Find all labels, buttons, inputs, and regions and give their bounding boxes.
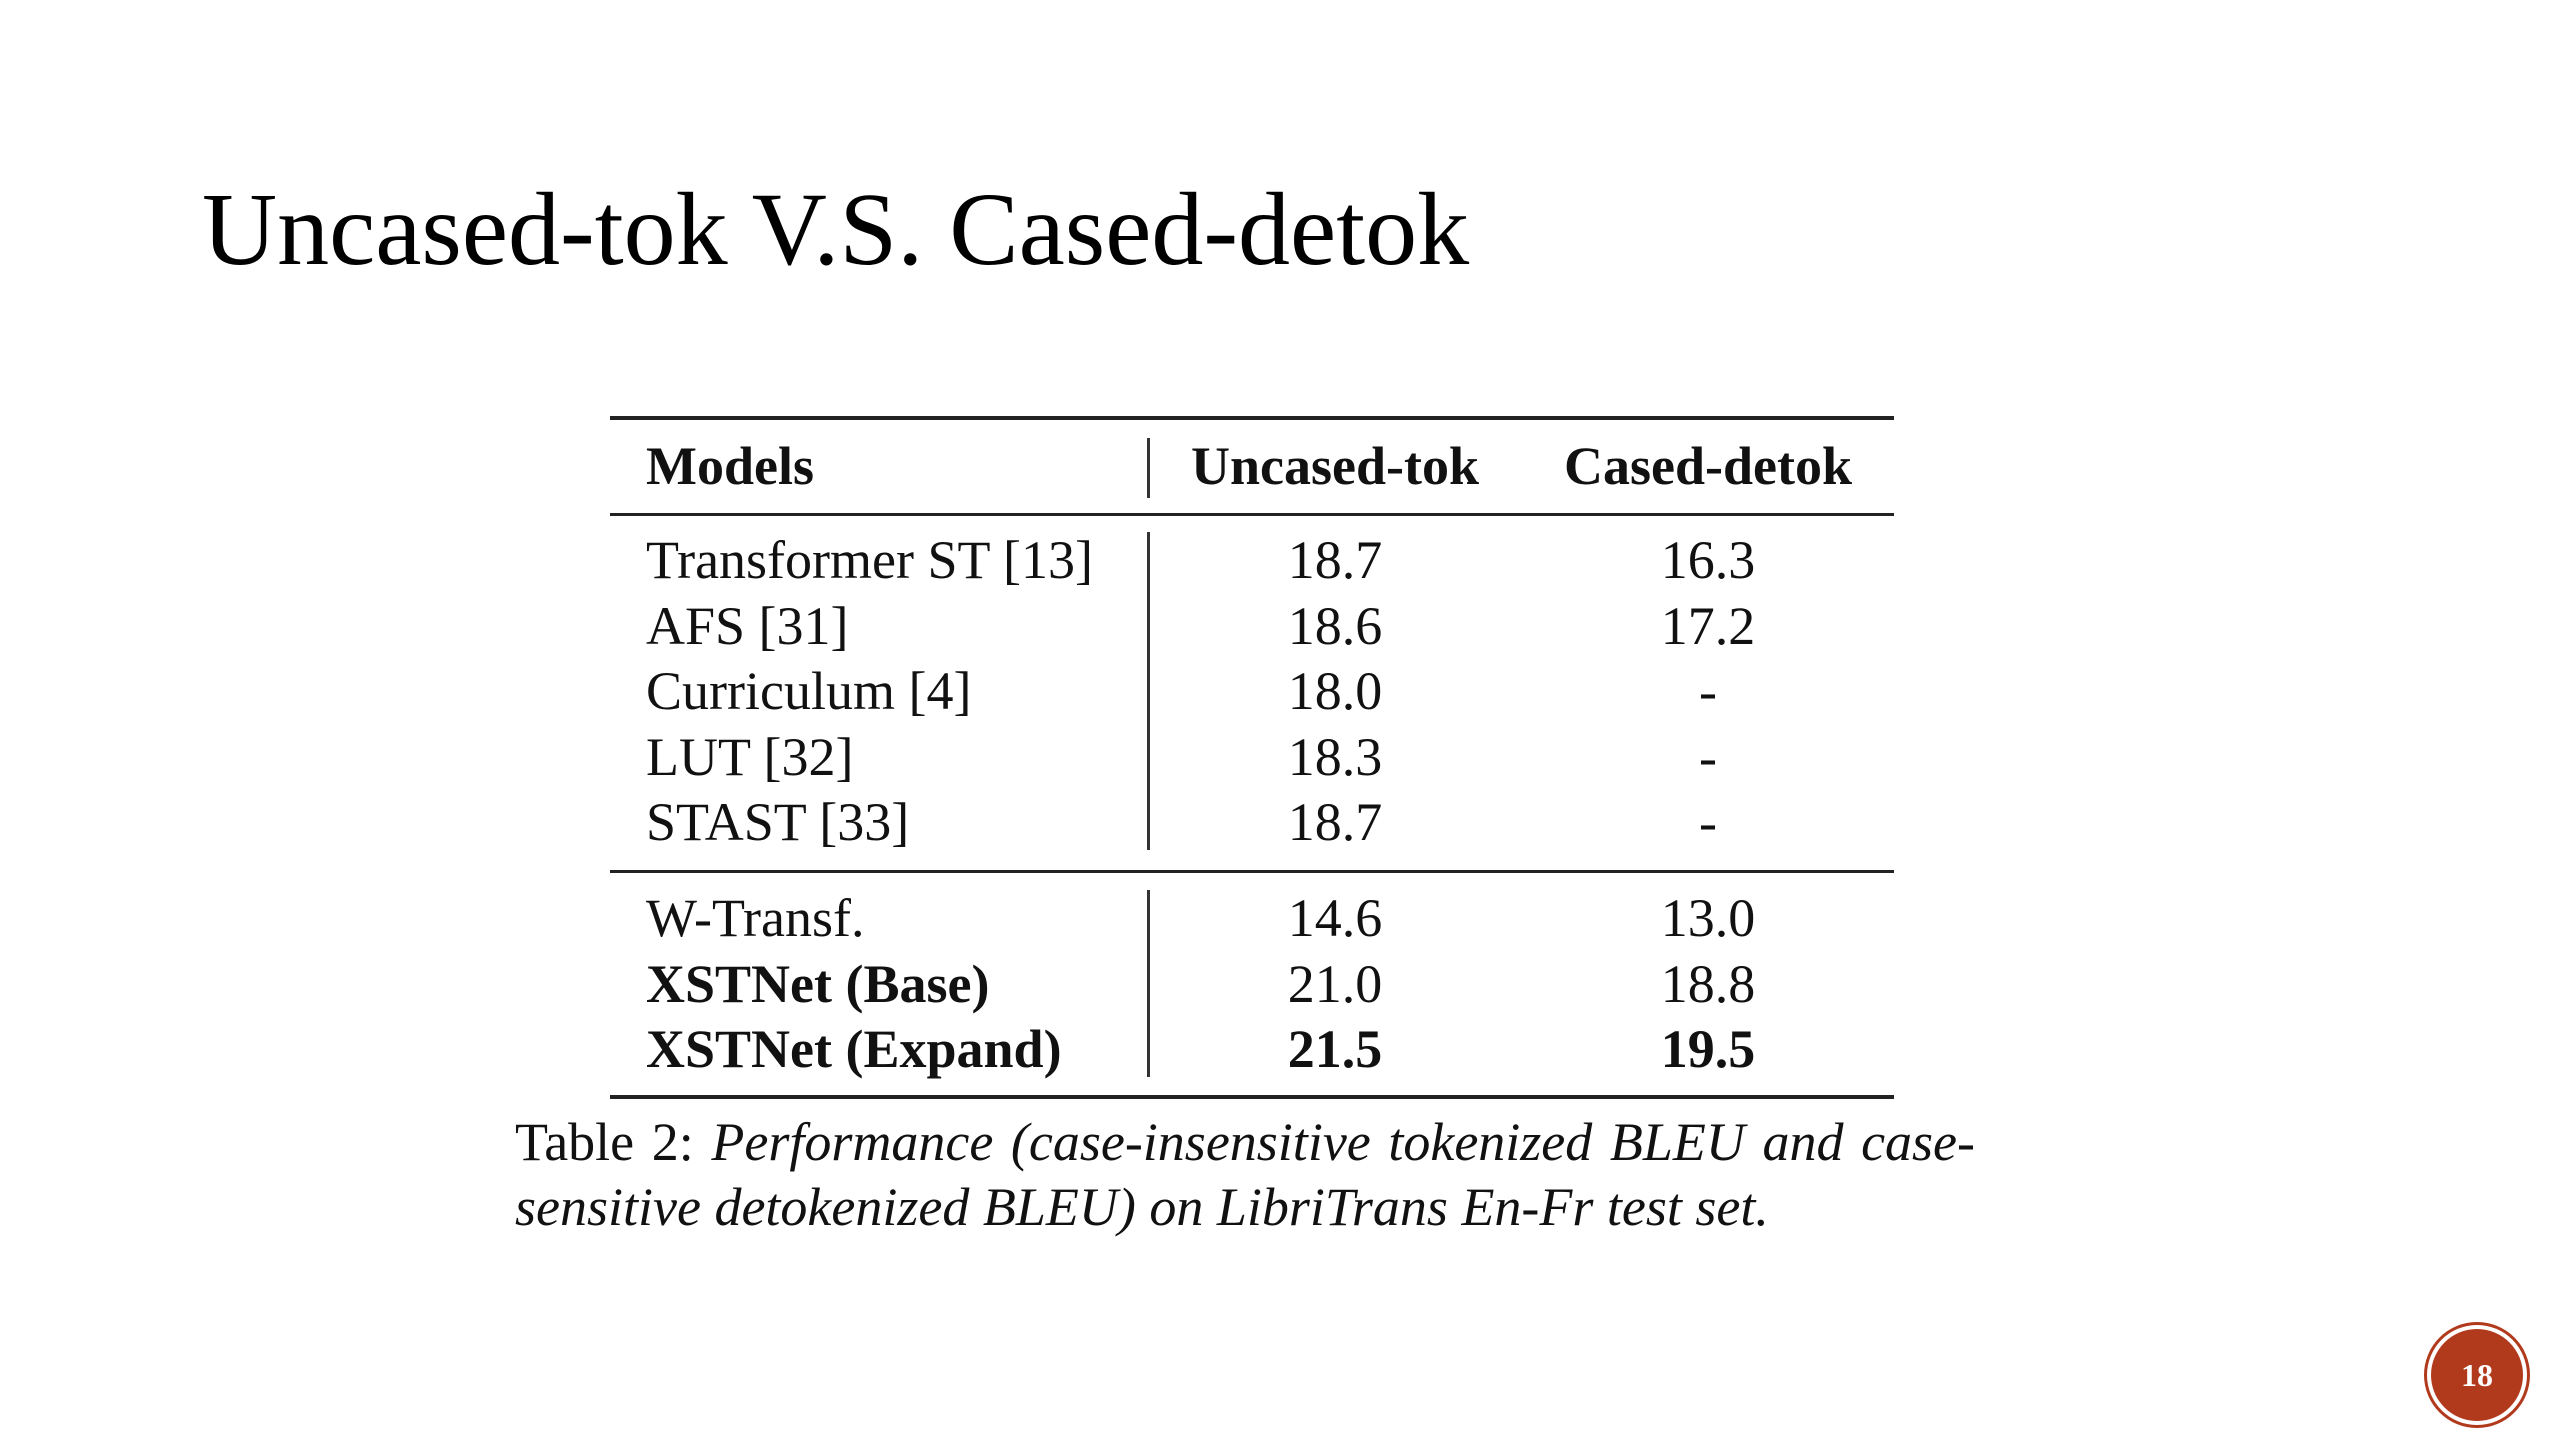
table-caption: Table 2: Performance (case-insensitive t… xyxy=(515,1110,1975,1240)
model-name: STAST [33] xyxy=(646,792,910,852)
table-value: 14.6 xyxy=(1287,888,1383,948)
model-name: W-Transf. xyxy=(646,888,865,948)
table-value: - xyxy=(1699,661,1717,721)
table-value: - xyxy=(1699,726,1717,787)
table-value: 19.5 xyxy=(1660,1019,1756,1079)
table-rule xyxy=(610,416,1894,420)
table-value: 13.0 xyxy=(1660,888,1756,948)
page-number: 18 xyxy=(2431,1329,2523,1421)
table-value: 18.0 xyxy=(1287,661,1383,721)
caption-text: Performance (case-insensitive tokenized … xyxy=(515,1112,1976,1237)
table-value: 17.2 xyxy=(1660,595,1756,656)
table-value: 16.3 xyxy=(1660,530,1756,590)
model-name: Curriculum [4] xyxy=(646,661,972,721)
column-header: Cased-detok xyxy=(1563,436,1853,496)
table-value: 18.6 xyxy=(1287,595,1383,656)
table-value: 18.3 xyxy=(1287,726,1383,787)
table-value: 18.7 xyxy=(1287,530,1383,590)
table-value: 18.7 xyxy=(1287,792,1383,852)
table-value: - xyxy=(1699,792,1717,852)
table-rule xyxy=(610,1095,1894,1099)
table-value: 21.0 xyxy=(1287,953,1383,1014)
model-name: AFS [31] xyxy=(646,595,849,656)
model-name: XSTNet (Expand) xyxy=(646,1019,1062,1079)
column-separator xyxy=(1147,532,1150,850)
model-name: Transformer ST [13] xyxy=(646,530,1093,590)
table-rule xyxy=(610,513,1894,516)
table-value: 18.8 xyxy=(1660,953,1756,1014)
column-header: Models xyxy=(646,436,814,496)
column-header: Uncased-tok xyxy=(1190,436,1480,496)
column-separator xyxy=(1147,438,1150,498)
column-separator xyxy=(1147,890,1150,1077)
table-value: 21.5 xyxy=(1287,1019,1383,1079)
caption-label: Table 2: xyxy=(515,1112,694,1172)
table-rule xyxy=(610,870,1894,873)
model-name: LUT [32] xyxy=(646,726,854,787)
model-name: XSTNet (Base) xyxy=(646,953,990,1014)
slide-title: Uncased-tok V.S. Cased-detok xyxy=(202,172,1470,287)
